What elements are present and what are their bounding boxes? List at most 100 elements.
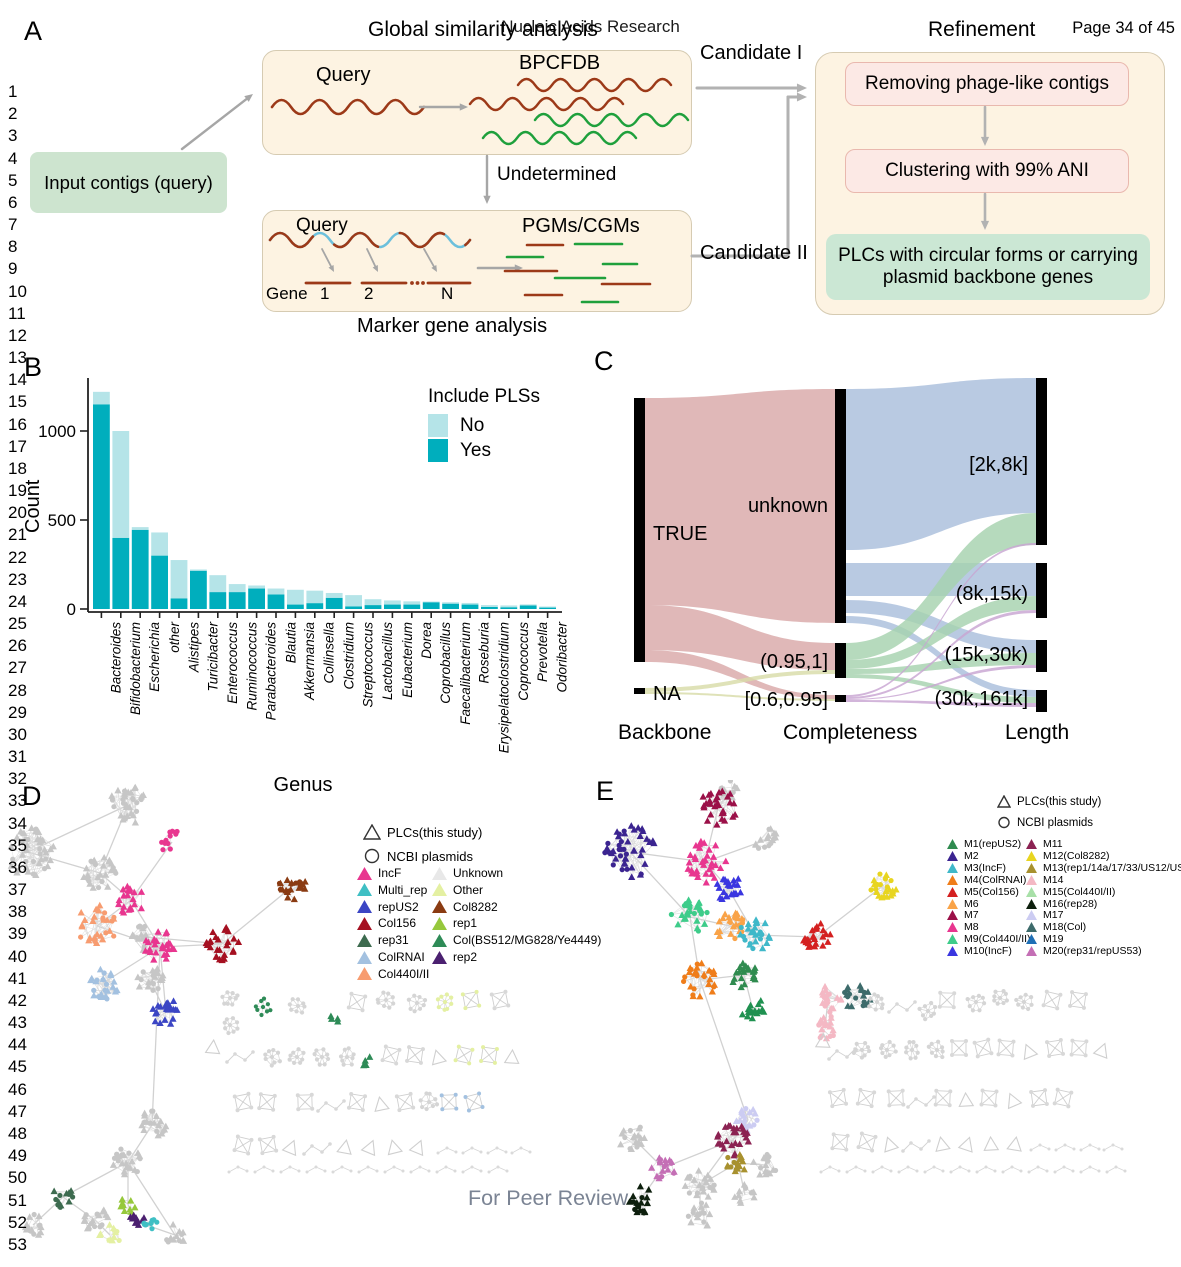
plasmid-node [120,800,127,806]
bar-segment-yes [345,606,362,609]
plasmid-node [742,1118,748,1124]
legend-item-yes: Yes [428,439,540,462]
sankey-node [835,695,846,702]
plc-node [129,811,137,819]
sankey-flow [645,670,835,692]
plc-node [46,856,54,864]
plc-node [636,1206,644,1214]
plasmid-node [286,888,292,894]
yes-label: Yes [460,439,491,461]
sankey-node-label: [0.6,0.95] [745,689,828,711]
plc-node [804,939,812,947]
plc-node [624,837,632,845]
plasmid-node [95,884,102,891]
plc-node [681,1182,689,1189]
plasmid-node [710,1186,716,1193]
legend-item: M6 [947,898,979,910]
plasmid-node [610,862,616,868]
plc-node [763,834,771,842]
plc-node [104,1213,112,1221]
peer-review-watermark: For Peer Review [468,1186,629,1210]
plc-node [809,932,817,940]
wave-sequence [468,96,625,112]
plc-node [819,999,827,1006]
rep-type-triangle-icon [947,898,958,909]
legend-item-label: M6 [964,897,979,910]
plc-node [633,1208,641,1216]
plc-node [686,851,694,858]
plasmid-node [141,1221,148,1228]
genus-tick-label: Odoribacter [554,622,570,693]
rep-type-triangle-icon [432,950,447,964]
marker-gene-box [262,210,692,312]
plc-node [736,1140,744,1148]
plasmid-node [743,1185,749,1191]
bar-segment-no [364,599,382,606]
plc-node [135,1152,144,1159]
plc-node [89,1217,97,1224]
plc-node [724,1162,732,1170]
plc-node [164,945,172,953]
sankey-node [835,643,846,678]
plc-node [603,844,611,852]
legend-item-label: IncF [378,866,402,880]
plasmid-node [682,974,688,980]
rep-type-triangle-icon [1026,934,1037,945]
rep-type-triangle-icon [432,900,447,914]
plc-node [817,919,825,927]
sankey-node-label: (0.95,1] [760,651,828,673]
plasmid-node [624,866,630,872]
plasmid-node [111,933,117,939]
plc-node [22,863,30,871]
plc-node [685,968,694,975]
plc-node [13,833,21,841]
query-label-2: Query [296,215,348,236]
plc-node [620,1127,628,1134]
plasmid-node [163,837,169,843]
plc-node [99,861,108,869]
plc-node [714,1133,722,1140]
sankey-node-label: [2k,8k] [969,454,1028,476]
plc-node [736,1150,744,1158]
plc-node [706,1210,714,1218]
plc-node [164,999,172,1006]
line-number: 51 [8,1190,27,1210]
legend-item: M15(Col440I/II) [1026,886,1115,898]
bar-segment-no [228,584,246,593]
refinement-title: Refinement [928,18,1036,41]
legend-item-label: M4(ColRNAI) [964,873,1027,886]
plc-node [735,1191,743,1199]
rep-type-triangle-icon [947,946,958,957]
bar-chart: 0 500 1000 [38,378,562,619]
plc-node [41,846,49,853]
panel-e-label: E [596,776,615,806]
plc-node [107,866,116,874]
legend-item: IncF [357,866,401,880]
plasmid-node [137,923,143,929]
plc-node [97,932,105,939]
bar-segment-yes [403,604,421,609]
plasmid-node [159,839,165,845]
line-number: 25 [8,614,27,634]
plc-node [707,789,715,797]
genus-tick-label: Coprobacillus [438,622,454,704]
plc-node [216,955,224,963]
plc-node [738,1106,746,1114]
plasmid-node [691,986,697,992]
plc-node [706,975,714,983]
panel-a-label: A [24,16,43,46]
plc-node [693,903,701,910]
plc-node [103,916,111,923]
network-e [602,780,1127,1229]
plc-node [96,901,104,909]
plasmid-node [111,804,117,810]
genus-tick-label: Dorea [418,622,434,659]
rep-type-triangle-icon [947,839,958,849]
legend-item-label: M11 [1043,838,1063,850]
line-number: 24 [8,591,27,611]
rep-type-triangle-icon [432,883,447,897]
plc-node [151,940,159,948]
plc-node [699,1187,708,1195]
plc-node [704,1171,712,1179]
plasmid-node [85,876,91,883]
